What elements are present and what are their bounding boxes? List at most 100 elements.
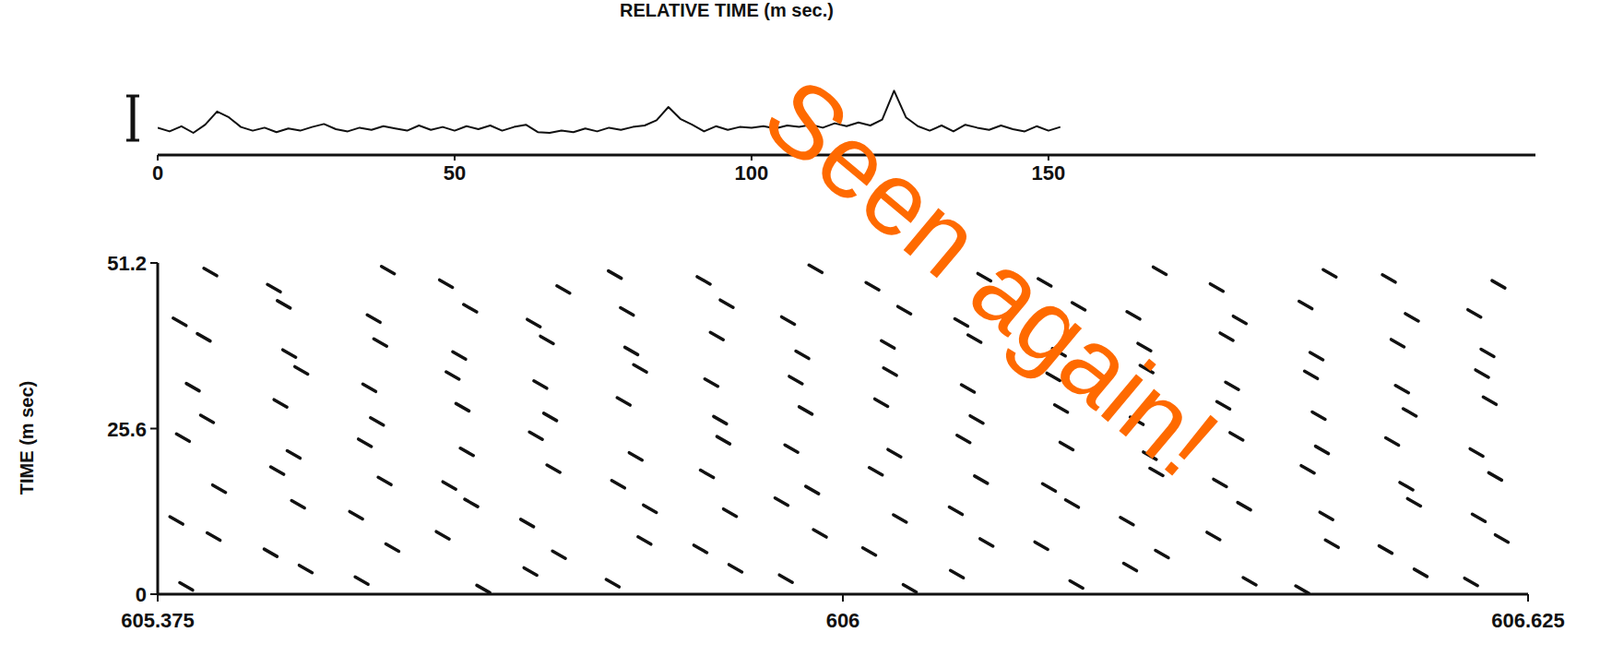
y-tick bbox=[150, 427, 158, 430]
raster-dash bbox=[436, 531, 450, 539]
raster-dash bbox=[1123, 563, 1137, 571]
raster-dash bbox=[1315, 446, 1329, 454]
x-tick bbox=[750, 154, 753, 161]
raster-dash bbox=[611, 480, 625, 488]
raster-dash bbox=[533, 380, 547, 389]
raster-dash bbox=[1237, 502, 1251, 510]
x-tick-label: 606 bbox=[826, 608, 861, 632]
raster-dash bbox=[1209, 284, 1223, 292]
raster-dash bbox=[728, 564, 742, 572]
watermark: Seen again! bbox=[743, 55, 1240, 498]
raster-dash bbox=[789, 376, 803, 384]
raster-dash bbox=[179, 582, 193, 591]
raster-dash bbox=[903, 584, 917, 593]
raster-dash bbox=[1310, 352, 1324, 360]
raster-dash bbox=[1155, 550, 1169, 558]
chart-title: RELATIVE TIME (m sec.) bbox=[619, 0, 834, 21]
raster-dash bbox=[439, 279, 453, 287]
raster-dash bbox=[1488, 472, 1502, 480]
raster-dash bbox=[1472, 513, 1486, 522]
raster-dash bbox=[628, 452, 642, 461]
raster-dash bbox=[463, 304, 477, 312]
x-tick bbox=[156, 154, 159, 161]
raster-dash bbox=[169, 516, 183, 524]
raster-dash bbox=[799, 406, 813, 415]
raster-dash bbox=[1312, 411, 1326, 419]
raster-dash bbox=[446, 371, 460, 380]
x-tick bbox=[1527, 593, 1529, 602]
raster-dash bbox=[1407, 497, 1421, 506]
raster-dash bbox=[697, 276, 711, 285]
y-tick bbox=[150, 261, 158, 264]
raster-dash bbox=[875, 398, 889, 406]
raster-dash bbox=[1475, 369, 1489, 378]
raster-dash bbox=[643, 504, 657, 512]
raster-dash bbox=[608, 271, 622, 279]
raster-dash bbox=[1304, 370, 1318, 379]
raster-dash bbox=[1060, 441, 1074, 450]
raster-dash bbox=[370, 417, 384, 426]
raster-dash bbox=[1232, 316, 1246, 324]
raster-dash bbox=[213, 485, 226, 493]
y-tick-label: 25.6 bbox=[106, 417, 147, 441]
raster-dash bbox=[546, 464, 560, 473]
raster-dash bbox=[1069, 580, 1083, 588]
raster-dash bbox=[273, 399, 287, 407]
raster-dash bbox=[700, 470, 714, 478]
raster-dash bbox=[452, 351, 466, 359]
raster-dash bbox=[774, 497, 788, 506]
raster-dash bbox=[540, 335, 554, 344]
raster-dash bbox=[176, 433, 190, 441]
raster-dash bbox=[381, 266, 395, 274]
raster-dash bbox=[1065, 499, 1079, 508]
y-tick-label: 0 bbox=[135, 582, 147, 606]
raster-dash bbox=[186, 383, 200, 392]
raster-dash bbox=[1405, 313, 1419, 321]
x-tick-label: 150 bbox=[1031, 161, 1067, 185]
raster-dash bbox=[1220, 332, 1233, 341]
scale-bar-cap bbox=[126, 94, 140, 98]
raster-dash bbox=[1468, 309, 1482, 318]
y-axis-title: TIME (m sec) bbox=[16, 380, 37, 495]
raster-dash bbox=[203, 268, 217, 276]
raster-dash bbox=[1207, 532, 1221, 540]
scale-bar bbox=[130, 95, 136, 141]
raster-dash bbox=[898, 306, 912, 314]
raster-dash bbox=[277, 300, 291, 309]
raster-dash bbox=[863, 547, 877, 556]
raster-dash bbox=[1213, 478, 1227, 486]
raster-dash bbox=[527, 319, 541, 327]
raster-dash bbox=[893, 514, 907, 522]
raster-dash bbox=[974, 475, 988, 484]
raster-dash bbox=[173, 318, 187, 326]
raster-dash bbox=[1295, 585, 1309, 593]
x-tick-label: 50 bbox=[443, 161, 466, 185]
raster-dash bbox=[716, 436, 730, 444]
raster-dash bbox=[1382, 274, 1396, 283]
raster-dash bbox=[1395, 385, 1409, 393]
raster-dash bbox=[1323, 269, 1337, 277]
raster-dash bbox=[544, 413, 558, 421]
raster-dash bbox=[1482, 396, 1496, 404]
raster-dash bbox=[476, 584, 490, 593]
trace-line bbox=[157, 90, 1061, 133]
x-tick bbox=[1047, 154, 1050, 161]
raster-dash bbox=[267, 284, 281, 292]
raster-dash bbox=[552, 550, 566, 558]
raster-dash bbox=[286, 450, 300, 459]
raster-dash bbox=[367, 314, 380, 322]
raster-dash bbox=[948, 507, 962, 515]
raster-dash bbox=[1325, 539, 1339, 547]
x-tick-label: 606.625 bbox=[1491, 608, 1565, 632]
raster-dash bbox=[197, 333, 211, 342]
raster-dash bbox=[881, 340, 895, 348]
raster-dash bbox=[620, 308, 634, 316]
raster-dash bbox=[557, 285, 570, 294]
x-tick bbox=[156, 593, 159, 602]
raster-dash bbox=[888, 449, 901, 457]
raster-dash bbox=[1391, 339, 1405, 347]
raster-dash bbox=[271, 466, 285, 475]
raster-dash bbox=[385, 544, 399, 552]
raster-dash bbox=[1469, 448, 1483, 456]
raster-dash bbox=[1034, 541, 1048, 549]
